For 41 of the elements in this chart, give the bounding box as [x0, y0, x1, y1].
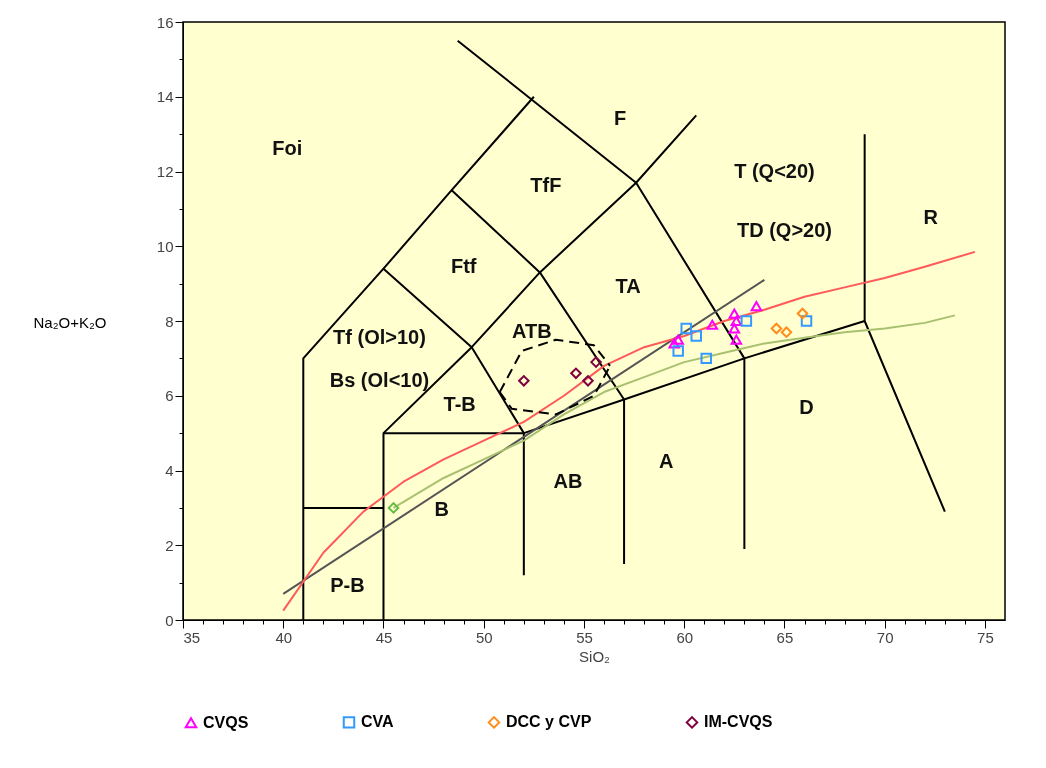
annotation: AB — [553, 469, 583, 492]
x-tick-label: 60 — [676, 628, 694, 646]
annotation: TD (Q>20) — [736, 219, 832, 242]
x-tick-label: 65 — [776, 628, 794, 646]
y-tick-label: 4 — [165, 462, 174, 479]
y-tick-label: 14 — [156, 88, 174, 106]
x-tick-label: 45 — [375, 628, 393, 646]
annotation: ATB — [512, 320, 552, 343]
x-tick-label: 75 — [977, 628, 994, 646]
annotation: Foi — [272, 137, 303, 160]
annotation: D — [799, 396, 814, 419]
y-tick-label: 0 — [165, 611, 174, 629]
annotation: Bs (Ol<10) — [329, 368, 430, 391]
x-tick-label: 50 — [475, 628, 493, 646]
y-tick-label: 6 — [165, 387, 174, 405]
legend-label: DCC y CVP — [506, 713, 592, 731]
legend-label: CVA — [361, 713, 395, 731]
y-axis-title: Na₂O+K₂O — [33, 313, 107, 331]
annotation: T-B — [443, 393, 476, 416]
annotation: R — [923, 206, 939, 229]
y-tick-label: 10 — [156, 237, 174, 255]
annotation: F — [613, 107, 627, 130]
legend-label: IM-CVQS — [704, 713, 773, 731]
annotation: TA — [615, 275, 641, 298]
annotation: T (Q<20) — [734, 159, 815, 182]
y-tick-label: 8 — [165, 312, 174, 330]
x-tick-label: 70 — [876, 628, 894, 646]
annotation: B — [434, 498, 449, 521]
annotation: TfF — [530, 174, 562, 197]
x-tick-label: 55 — [576, 628, 593, 646]
annotation: P-B — [330, 574, 365, 597]
x-tick-label: 40 — [275, 628, 293, 646]
x-tick-label: 35 — [183, 628, 201, 646]
y-tick-label: 2 — [165, 536, 174, 554]
y-tick-label: 16 — [156, 13, 174, 31]
annotation: Ftf — [450, 254, 477, 277]
legend-label: CVQS — [203, 713, 249, 731]
annotation: Tf (Ol>10) — [333, 325, 426, 348]
x-axis-title: SiO₂ — [579, 647, 611, 665]
y-tick-label: 12 — [156, 163, 174, 180]
annotation: A — [658, 450, 674, 473]
